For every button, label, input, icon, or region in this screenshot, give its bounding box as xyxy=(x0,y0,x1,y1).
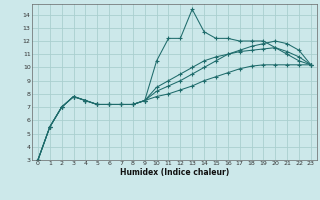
X-axis label: Humidex (Indice chaleur): Humidex (Indice chaleur) xyxy=(120,168,229,177)
